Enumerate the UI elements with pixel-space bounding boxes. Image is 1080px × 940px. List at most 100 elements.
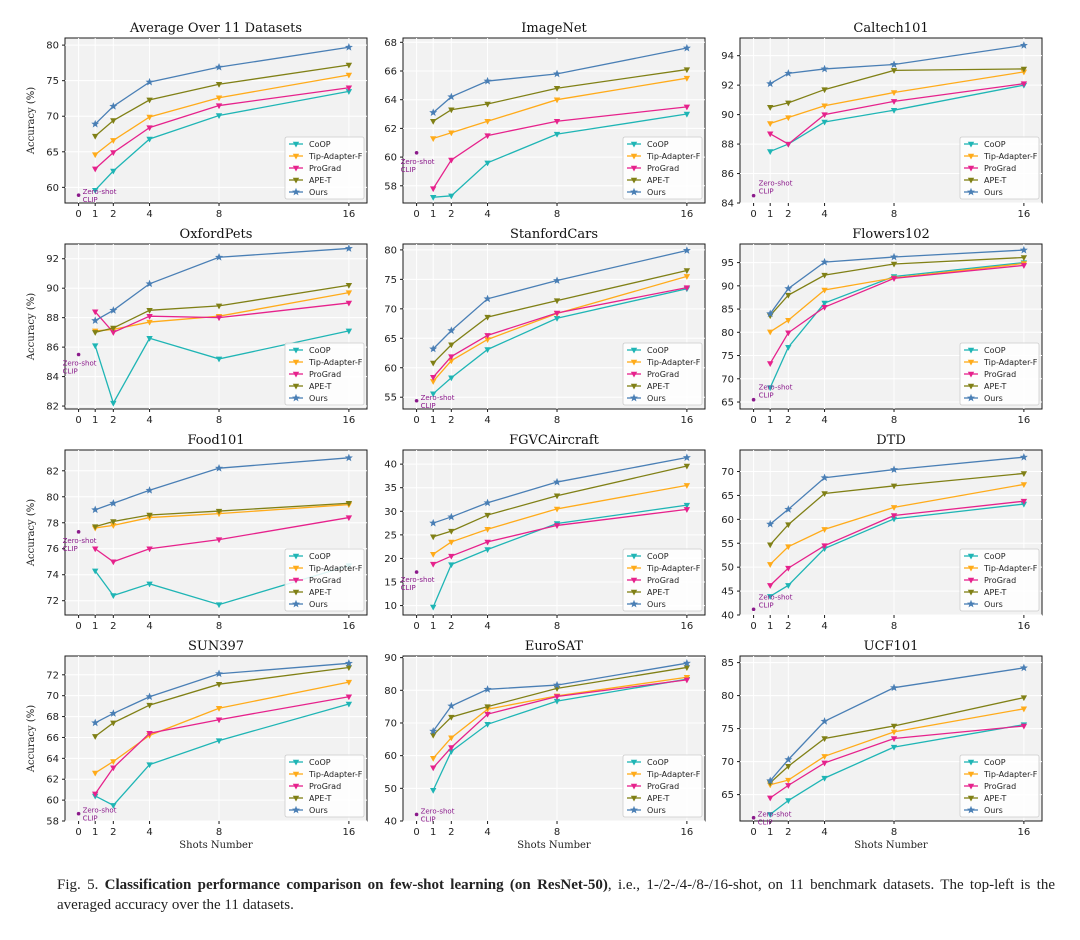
- x-tick-label: 1: [767, 621, 773, 632]
- marker-coop: [146, 136, 153, 143]
- legend-label-prograd: ProGrad: [984, 370, 1016, 379]
- marker-tip-adapter-f: [785, 317, 792, 324]
- legend-marker-tip-adapter-f: [630, 153, 638, 160]
- marker-ape-t: [448, 342, 455, 349]
- x-tick-label: 4: [821, 827, 827, 838]
- y-tick-label: 70: [721, 467, 734, 478]
- x-tick-label: 0: [413, 621, 419, 632]
- marker-ours: [344, 453, 353, 462]
- marker-ape-t: [484, 704, 491, 711]
- caption-rest-text: , i.e., 1-/2-/4-/8-/16-shot, on 11 bench…: [57, 877, 1056, 913]
- marker-prograd: [430, 765, 437, 772]
- marker-prograd: [448, 354, 455, 361]
- marker-ours: [483, 498, 492, 507]
- marker-coop: [430, 391, 437, 398]
- x-tick-label: 0: [413, 209, 419, 220]
- zero-shot-label-clip: CLIP: [83, 196, 98, 204]
- y-tick-label: 88: [46, 313, 59, 324]
- legend-label-coop: CoOP: [647, 552, 669, 561]
- marker-prograd: [890, 99, 898, 105]
- legend-label-ours: Ours: [647, 600, 666, 609]
- legend-label-ape-t: APE-T: [309, 176, 332, 185]
- y-tick-label: 82: [46, 402, 59, 413]
- marker-ape-t: [146, 308, 153, 314]
- legend-label-tip-adapter-f: Tip-Adapter-F: [646, 358, 701, 367]
- y-tick-label: 90: [721, 281, 734, 292]
- legend-label-coop: CoOP: [309, 140, 331, 149]
- legend-marker-ape-t: [630, 589, 638, 596]
- marker-ape-t: [683, 665, 691, 671]
- legend-label-ape-t: APE-T: [984, 588, 1007, 597]
- marker-ape-t: [553, 493, 561, 500]
- marker-prograd: [345, 694, 353, 701]
- marker-prograd: [448, 157, 455, 164]
- legend-label-ours: Ours: [647, 188, 666, 197]
- marker-tip-adapter-f: [146, 319, 153, 326]
- legend-marker-ours: [630, 805, 638, 814]
- marker-ape-t: [1020, 255, 1028, 261]
- marker-ours: [429, 108, 438, 117]
- legend-label-ape-t: APE-T: [984, 382, 1007, 391]
- zero-shot-point: [751, 193, 756, 198]
- legend-marker-ape-t: [967, 383, 975, 390]
- marker-prograd: [890, 276, 898, 282]
- marker-ape-t: [1020, 66, 1028, 73]
- marker-prograd: [92, 791, 99, 798]
- chart-title: Caltech101: [853, 21, 928, 36]
- legend-label-prograd: ProGrad: [309, 164, 341, 173]
- marker-coop: [767, 149, 774, 155]
- legend-marker-ape-t: [292, 589, 300, 596]
- y-tick-label: 66: [46, 733, 59, 744]
- y-tick-label: 92: [46, 254, 59, 265]
- marker-ape-t: [785, 763, 792, 770]
- y-tick-label: 60: [384, 153, 397, 164]
- chart-title: OxfordPets: [180, 227, 253, 242]
- legend-label-tip-adapter-f: Tip-Adapter-F: [646, 770, 701, 779]
- chart-title: SUN397: [188, 639, 244, 654]
- legend: CoOP Tip-Adapter-F ProGrad APE-T Ours: [959, 754, 1040, 818]
- marker-ours: [890, 252, 899, 261]
- x-tick-label: 8: [554, 209, 560, 220]
- legend-marker-prograd: [967, 371, 975, 378]
- x-tick-label: 2: [110, 621, 116, 632]
- marker-ours: [215, 463, 224, 472]
- zero-shot-label: Zero-shot: [401, 576, 435, 584]
- marker-prograd: [785, 330, 792, 337]
- marker-coop: [448, 375, 455, 382]
- marker-ape-t: [430, 534, 437, 541]
- marker-coop: [448, 193, 455, 200]
- zero-shot-label: Zero-shot: [421, 807, 455, 815]
- zero-shot-label-clip: CLIP: [83, 815, 98, 823]
- marker-ours: [483, 685, 492, 693]
- marker-ape-t: [92, 133, 99, 140]
- legend-marker-ape-t: [292, 177, 300, 184]
- y-tick-label: 80: [384, 686, 397, 697]
- marker-ours: [429, 518, 438, 527]
- marker-ape-t: [821, 736, 828, 743]
- marker-prograd: [890, 736, 898, 743]
- x-tick-label: 2: [785, 415, 791, 426]
- legend-marker-ours: [967, 805, 975, 814]
- chart-title: Average Over 11 Datasets: [129, 21, 302, 36]
- marker-ours: [766, 79, 775, 88]
- marker-tip-adapter-f: [821, 287, 828, 294]
- marker-ours: [91, 718, 100, 727]
- x-tick-label: 0: [750, 827, 756, 838]
- y-tick-label: 74: [46, 570, 59, 581]
- marker-tip-adapter-f: [345, 290, 353, 297]
- marker-prograd: [767, 583, 774, 589]
- marker-coop: [890, 744, 898, 751]
- marker-ape-t: [448, 107, 455, 114]
- marker-ape-t: [821, 87, 828, 94]
- marker-tip-adapter-f: [683, 274, 691, 280]
- legend-box: [284, 342, 365, 406]
- marker-ours: [344, 43, 353, 51]
- marker-ours: [890, 683, 899, 692]
- y-tick-label: 62: [384, 124, 397, 135]
- legend-label-ours: Ours: [309, 394, 328, 403]
- legend-marker-tip-adapter-f: [967, 153, 975, 160]
- x-tick-label: 4: [484, 827, 490, 838]
- legend-label-prograd: ProGrad: [309, 782, 341, 791]
- marker-prograd: [553, 310, 561, 317]
- legend-marker-tip-adapter-f: [630, 359, 638, 366]
